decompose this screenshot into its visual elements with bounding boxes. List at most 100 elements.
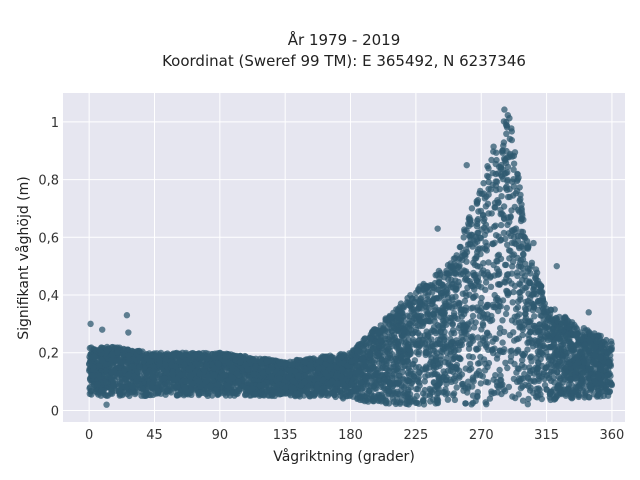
scatter-point (491, 223, 498, 230)
scatter-point (532, 266, 540, 273)
scatter-point (512, 240, 519, 248)
scatter-point (385, 390, 392, 397)
scatter-point (419, 336, 427, 344)
scatter-point (503, 147, 510, 155)
scatter-point (520, 251, 527, 258)
scatter-point (488, 390, 495, 397)
scatter-point (497, 221, 505, 229)
scatter-point (419, 390, 427, 397)
scatter-point (367, 335, 374, 342)
scatter-point (434, 336, 441, 344)
scatter-point (315, 357, 323, 365)
scatter-point (470, 378, 477, 385)
scatter-point (482, 314, 489, 321)
scatter-point (504, 163, 512, 171)
scatter-point (170, 383, 178, 390)
scatter-point (432, 329, 440, 337)
scatter-point (513, 187, 521, 195)
scatter-point (500, 139, 508, 146)
scatter-point (423, 345, 430, 352)
scatter-point (391, 390, 399, 397)
scatter-point (463, 330, 470, 337)
scatter-point (477, 250, 484, 258)
scatter-point (531, 313, 538, 320)
scatter-point (209, 392, 216, 399)
scatter-point (187, 386, 195, 394)
scatter-point (504, 241, 511, 248)
scatter-point (518, 228, 525, 235)
scatter-point (453, 384, 460, 391)
scatter-point (527, 317, 534, 324)
scatter-point (532, 364, 539, 371)
scatter-point (530, 283, 538, 291)
scatter-point (474, 334, 482, 341)
scatter-point (128, 382, 135, 390)
scatter-point (366, 351, 374, 358)
scatter-point (434, 321, 441, 329)
scatter-point (594, 392, 601, 399)
scatter-point (445, 294, 452, 301)
scatter-point (192, 360, 200, 368)
scatter-point (258, 360, 265, 367)
scatter-point (516, 311, 523, 318)
scatter-point (502, 310, 510, 318)
scatter-point (519, 324, 526, 331)
scatter-point (421, 302, 429, 310)
scatter-point (463, 335, 470, 342)
scatter-point (471, 272, 478, 279)
scatter-point (560, 346, 567, 353)
scatter-point (528, 353, 535, 360)
data-points (86, 106, 615, 408)
scatter-point (478, 305, 485, 312)
scatter-point (530, 322, 538, 330)
scatter-point (466, 214, 473, 221)
scatter-point (498, 193, 505, 200)
scatter-point (164, 350, 171, 357)
scatter-point (477, 340, 484, 347)
scatter-point (493, 156, 500, 164)
scatter-point (526, 335, 533, 343)
scatter-point (469, 392, 477, 399)
scatter-point (477, 380, 484, 387)
scatter-point (504, 364, 511, 372)
scatter-point (196, 370, 203, 377)
scatter-point (580, 325, 588, 332)
scatter-point (550, 340, 558, 347)
scatter-point (493, 355, 501, 362)
scatter-point (502, 359, 509, 366)
scatter-point (493, 149, 500, 156)
scatter-point (337, 354, 345, 361)
scatter-point (465, 383, 472, 390)
scatter-point (431, 304, 439, 311)
scatter-point (608, 344, 615, 352)
scatter-point (408, 380, 415, 387)
scatter-point (402, 392, 409, 399)
scatter-point (522, 310, 529, 318)
scatter-point (501, 170, 508, 178)
scatter-point (444, 390, 451, 397)
scatter-point (385, 345, 392, 352)
scatter-point (452, 283, 459, 290)
scatter-point (214, 391, 221, 398)
scatter-point (344, 362, 351, 369)
scatter-point (490, 303, 497, 311)
scatter-point (495, 233, 502, 240)
scatter-point (504, 112, 511, 119)
scatter-point (511, 226, 518, 233)
scatter-point (475, 278, 482, 285)
scatter-point (563, 352, 570, 360)
scatter-point (383, 397, 390, 404)
scatter-point (586, 394, 593, 401)
scatter-point (496, 382, 504, 389)
scatter-point (422, 373, 429, 380)
scatter-point (554, 317, 561, 324)
scatter-point (504, 193, 512, 201)
scatter-point (428, 341, 436, 348)
scatter-point (114, 349, 121, 356)
scatter-point (597, 332, 604, 340)
scatter-point (381, 376, 388, 383)
scatter-point (561, 360, 568, 367)
scatter-point (576, 349, 583, 356)
scatter-point (439, 281, 446, 289)
